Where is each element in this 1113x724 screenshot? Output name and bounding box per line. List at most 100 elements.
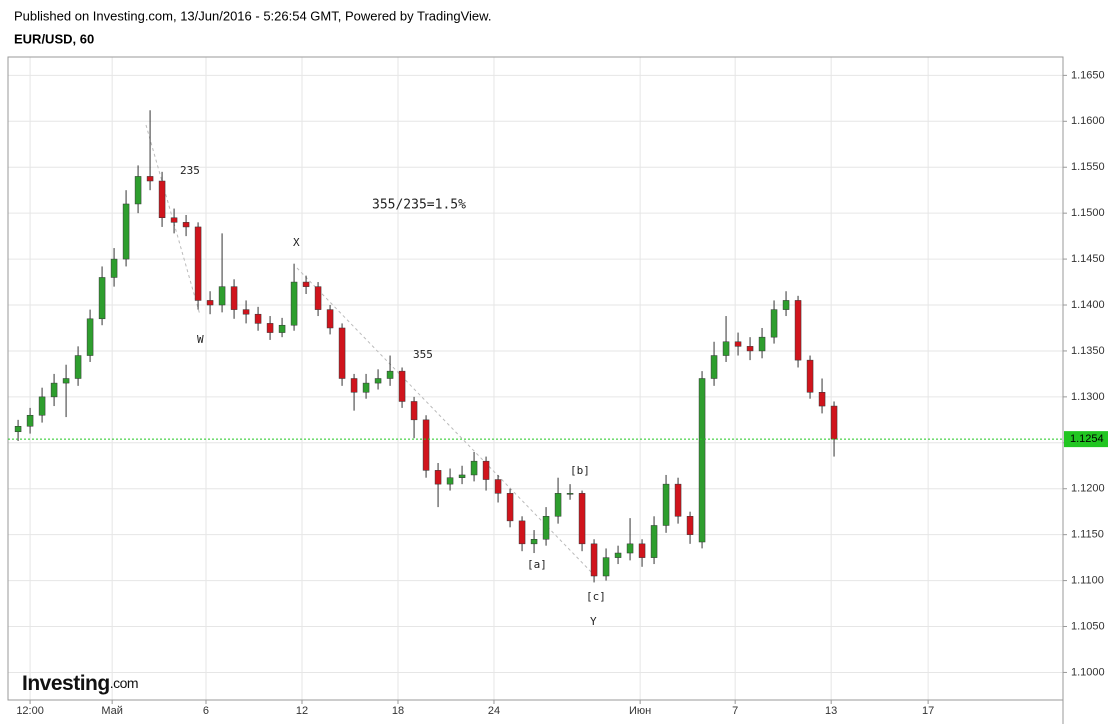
- candle-body: [410, 401, 418, 421]
- candle-body: [134, 176, 142, 205]
- x-tick-label: 17: [922, 705, 934, 717]
- x-tick-label: 7: [732, 705, 738, 717]
- candle-body: [122, 203, 130, 260]
- symbol: EUR/USD, 60: [14, 31, 94, 46]
- candle-body: [434, 470, 442, 485]
- annotation: X: [293, 236, 300, 249]
- x-tick-label: 18: [392, 705, 404, 717]
- annotation: 355: [413, 348, 433, 361]
- candle-body: [566, 493, 574, 495]
- candle-body: [206, 300, 214, 306]
- candle-body: [518, 520, 526, 545]
- last-price-box: [1064, 431, 1108, 448]
- published-line: Published on Investing.com, 13/Jun/2016 …: [14, 8, 491, 23]
- candle-body: [302, 281, 310, 287]
- candle-body: [218, 286, 226, 306]
- candle-body: [182, 222, 190, 228]
- candle-body: [338, 327, 346, 379]
- annotation: W: [197, 333, 204, 346]
- candle-body: [62, 378, 70, 384]
- candle-body: [506, 493, 514, 522]
- x-tick-label: Июн: [629, 705, 651, 717]
- candle-body: [98, 277, 106, 320]
- y-tick-label: 1.1100: [1071, 574, 1104, 586]
- candle-body: [782, 300, 790, 310]
- candle-body: [614, 552, 622, 558]
- candle-body: [638, 543, 646, 558]
- candle-body: [662, 483, 670, 526]
- candle-body: [674, 483, 682, 517]
- y-tick-label: 1.1050: [1071, 620, 1105, 632]
- candle-body: [554, 493, 562, 517]
- x-tick-label: 6: [203, 705, 209, 717]
- y-tick-label: 1.1350: [1071, 345, 1105, 357]
- logo: Investing.com: [22, 672, 138, 695]
- candle-body: [266, 323, 274, 333]
- candle-body: [746, 346, 754, 352]
- candle-body: [686, 516, 694, 535]
- annotation: [a]: [527, 558, 547, 571]
- candle-body: [326, 309, 334, 329]
- candle-body: [86, 318, 94, 356]
- y-tick-label: 1.1300: [1071, 391, 1105, 403]
- y-tick-label: 1.1500: [1071, 207, 1105, 219]
- candle-body: [602, 557, 610, 577]
- candle-body: [170, 217, 178, 223]
- candle-body: [398, 370, 406, 402]
- candle-body: [350, 378, 358, 393]
- x-tick-label: 12:00: [16, 705, 44, 717]
- candle-body: [542, 516, 550, 540]
- x-tick-label: 12: [296, 705, 308, 717]
- candle-body: [818, 392, 826, 407]
- annotation: [c]: [586, 590, 606, 603]
- candle-body: [458, 474, 466, 478]
- annotation: 235: [180, 164, 200, 177]
- candles: [14, 110, 838, 583]
- candle-body: [386, 370, 394, 379]
- y-tick-label: 1.1550: [1071, 161, 1105, 173]
- candle-body: [290, 281, 298, 326]
- candle-body: [698, 378, 706, 543]
- candle-body: [758, 336, 766, 352]
- y-tick-label: 1.1400: [1071, 299, 1105, 311]
- candle-body: [254, 313, 262, 324]
- logo-suffix: .com: [110, 675, 138, 691]
- y-tick-label: 1.1200: [1071, 483, 1105, 495]
- candle-body: [158, 180, 166, 218]
- candle-body: [446, 477, 454, 485]
- candle-body: [578, 493, 586, 545]
- annotation: Y: [590, 615, 597, 628]
- candle-body: [14, 426, 22, 433]
- annotation: 355/235=1.5%: [372, 198, 466, 213]
- annotation: [b]: [570, 464, 590, 477]
- candle-body: [530, 539, 538, 545]
- candle-body: [470, 460, 478, 476]
- candle-body: [242, 309, 250, 315]
- candle-body: [794, 300, 802, 361]
- candle-body: [146, 176, 154, 182]
- candle-body: [710, 355, 718, 379]
- y-tick-label: 1.1450: [1071, 253, 1105, 265]
- y-tick-label: 1.1000: [1071, 666, 1105, 678]
- logo-brand: Investing: [22, 672, 110, 695]
- candle-body: [278, 324, 286, 333]
- candle-body: [830, 405, 838, 440]
- candle-body: [314, 286, 322, 310]
- plot-frame: [7, 56, 1064, 701]
- candle-body: [110, 258, 118, 278]
- candle-body: [194, 226, 202, 301]
- y-tick-label: 1.1600: [1071, 115, 1105, 127]
- last-price-label: 1.1254: [1070, 433, 1104, 445]
- y-tick-label: 1.1150: [1071, 529, 1104, 541]
- candle-body: [422, 419, 430, 471]
- candle-body: [26, 414, 34, 427]
- x-tick-label: 13: [825, 705, 837, 717]
- y-tick-label: 1.1650: [1071, 69, 1105, 81]
- candle-body: [362, 382, 370, 393]
- candle-body: [374, 378, 382, 384]
- candle-body: [74, 355, 82, 379]
- candle-body: [590, 543, 598, 577]
- candle-body: [650, 525, 658, 558]
- candle-body: [806, 359, 814, 393]
